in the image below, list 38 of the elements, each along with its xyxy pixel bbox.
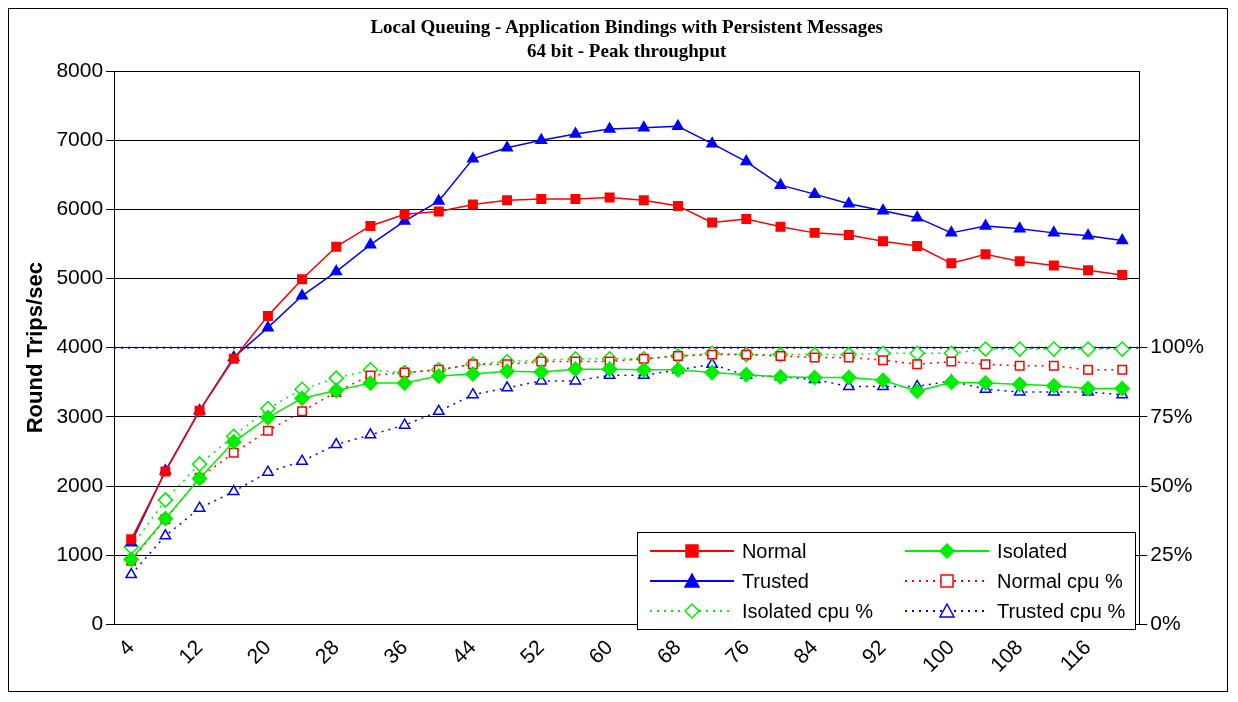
y2-tick-label: 50% <box>1150 472 1193 496</box>
y2-tick-label: 0% <box>1150 611 1181 635</box>
chart-title: Local Queuing - Application Bindings with Persistent Messages <box>370 16 883 38</box>
x-tick-label: 28 <box>310 634 344 668</box>
x-tick-label: 108 <box>985 634 1027 677</box>
y-axis-title: Round Trips/sec <box>22 262 48 434</box>
x-tick-label: 92 <box>857 634 890 668</box>
x-tick-label: 76 <box>720 634 754 668</box>
y2-tick-label: 100% <box>1150 334 1205 358</box>
legend-label: Isolated cpu % <box>741 599 874 623</box>
x-tick-label: 116 <box>1055 634 1095 675</box>
x-tick-label: 4 <box>113 634 139 660</box>
y-tick-label: 1000 <box>56 542 104 566</box>
legend-label: Normal <box>741 539 807 563</box>
y-tick-label: 8000 <box>56 57 104 81</box>
y-tick-label: 7000 <box>56 126 104 150</box>
chart-subtitle: 64 bit - Peak throughput <box>527 40 727 62</box>
y2-tick-label: 75% <box>1150 403 1193 427</box>
x-tick-label: 12 <box>173 634 207 668</box>
x-tick-label: 44 <box>447 634 481 668</box>
y-tick-label: 2000 <box>56 472 104 496</box>
y-tick-label: 6000 <box>56 196 104 220</box>
x-tick-label: 52 <box>515 634 549 668</box>
x-tick-label: 36 <box>378 634 412 668</box>
x-tick-label: 60 <box>583 634 617 668</box>
y-tick-label: 3000 <box>56 403 104 427</box>
legend-label: Normal cpu % <box>997 569 1123 593</box>
y-tick-label: 4000 <box>56 334 104 358</box>
y-tick-label: 0 <box>91 611 104 635</box>
legend-label: Trusted cpu % <box>997 599 1126 623</box>
legend-label: Trusted <box>741 569 809 593</box>
x-tick-label: 20 <box>242 634 275 668</box>
x-tick-label: 68 <box>652 634 685 668</box>
x-tick-label: 100 <box>917 634 959 677</box>
x-tick-label: 84 <box>788 634 822 668</box>
y2-tick-label: 25% <box>1150 542 1193 566</box>
legend-label: Isolated <box>997 539 1068 563</box>
y-tick-label: 5000 <box>56 265 104 289</box>
